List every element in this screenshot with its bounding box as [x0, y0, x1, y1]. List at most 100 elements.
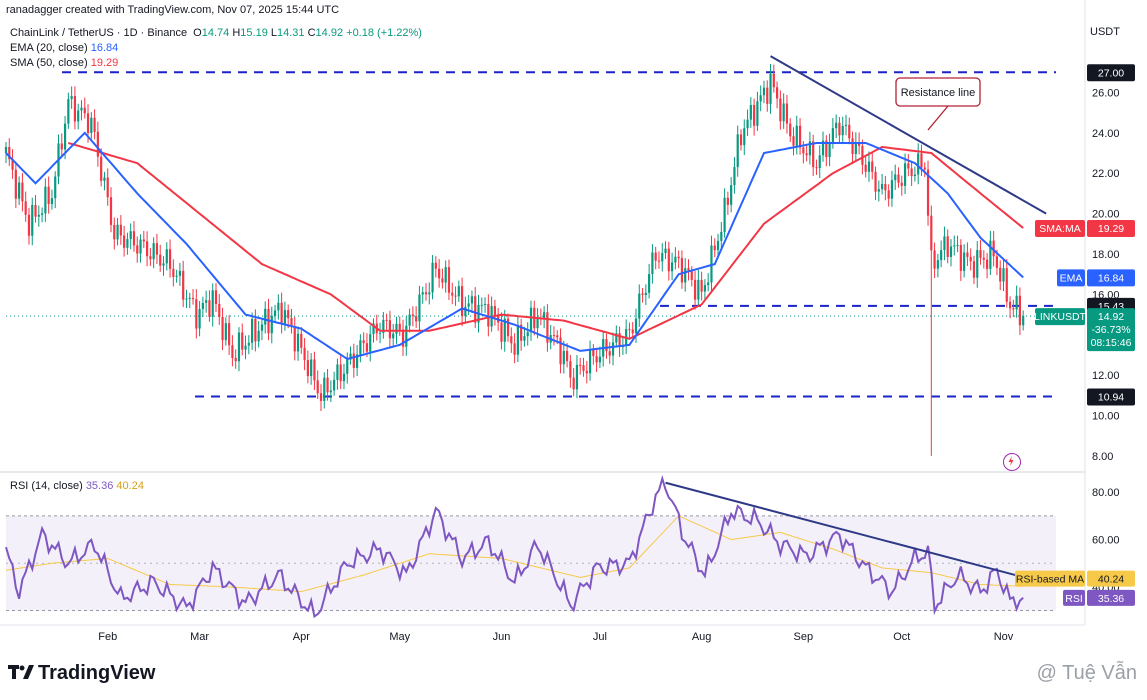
candle-body	[185, 298, 188, 300]
candle-body	[195, 299, 198, 329]
candle-body	[90, 117, 93, 134]
candle-body	[408, 314, 411, 326]
candle-body	[877, 189, 880, 192]
price-chart[interactable]: 8.0010.0012.0014.0016.0018.0020.0022.002…	[0, 0, 1147, 660]
candle-body	[493, 306, 497, 316]
candle-body	[716, 240, 720, 251]
candle-body	[480, 304, 483, 306]
resistance-annotation[interactable]: Resistance line	[895, 77, 981, 131]
rsi-badge[interactable]: 35.36 RSI	[1063, 589, 1135, 606]
candle-body	[969, 256, 972, 262]
candle-body	[431, 262, 434, 293]
ema-badge-tag-text: EMA	[1060, 272, 1083, 284]
candle-body	[795, 125, 798, 146]
candle-body	[385, 319, 388, 321]
candle-body	[848, 124, 851, 139]
rsi-ma-line	[5, 515, 1024, 593]
candle-body	[936, 260, 939, 269]
level-low-badge[interactable]: 10.94	[1087, 388, 1135, 406]
candle-body	[175, 275, 178, 277]
candle-body	[237, 332, 241, 362]
candle-body	[296, 333, 300, 352]
candle-body	[680, 258, 684, 283]
candle-body	[503, 318, 506, 342]
candle-body	[362, 340, 365, 344]
close-value: 14.92	[315, 27, 344, 39]
candle-body	[47, 186, 50, 205]
resistance-trendline[interactable]	[770, 55, 1047, 215]
rsi-badge-bg	[1087, 589, 1135, 606]
candle-body	[34, 204, 37, 217]
candle-body	[70, 96, 73, 100]
price-tick-label: 12.00	[1092, 370, 1120, 382]
candle-body	[208, 300, 211, 317]
month-tick-label: Apr	[293, 631, 310, 643]
candle-body	[444, 267, 447, 283]
candle-body	[182, 270, 185, 300]
rsi-ma-badge[interactable]: 40.24 RSI-based MA	[1015, 570, 1135, 587]
sma-badge[interactable]: 19.29 SMA:MA	[1035, 219, 1135, 237]
candle-body	[293, 326, 296, 352]
ema-20-line	[5, 131, 1024, 361]
candle-body	[21, 182, 24, 202]
candle-body	[726, 197, 729, 205]
candle-body	[529, 307, 533, 333]
candle-body	[277, 302, 280, 311]
candle-body	[887, 190, 890, 199]
candle-body	[270, 315, 273, 334]
candle-body	[746, 119, 749, 129]
candle-body	[634, 318, 638, 334]
candle-body	[989, 240, 992, 269]
candle-body	[926, 169, 930, 216]
candle-body	[611, 342, 615, 356]
candle-body	[67, 99, 70, 124]
candle-body	[661, 253, 664, 262]
candle-body	[395, 323, 398, 334]
sma-badge-tag-text: SMA:MA	[1039, 223, 1080, 235]
sma-badge-bg	[1087, 219, 1135, 237]
ema-legend-row[interactable]: EMA (20, close) 16.84	[10, 41, 422, 56]
candle-body	[565, 350, 569, 362]
candle-body	[201, 302, 204, 309]
month-tick-label: Nov	[994, 631, 1014, 643]
candle-body	[241, 332, 244, 350]
rsi-ma-badge-tag: RSI-based MA	[1016, 574, 1084, 586]
candle-body	[608, 351, 611, 356]
candle-body	[861, 145, 864, 165]
candle-body	[424, 292, 428, 295]
rsi-trendline[interactable]	[665, 481, 1034, 581]
candle-body	[231, 345, 234, 358]
candle-body	[113, 224, 116, 240]
candle-body	[785, 103, 789, 124]
candle-body	[132, 231, 136, 246]
sma-legend-row[interactable]: SMA (50, close) 19.29	[10, 56, 422, 71]
sma-legend-label: SMA (50, close)	[10, 57, 88, 69]
candle-body	[749, 104, 752, 120]
month-tick-label: Jul	[593, 631, 607, 643]
ema-badge[interactable]: 16.84 EMA	[1057, 269, 1135, 287]
candle-body	[552, 335, 556, 337]
candle-body	[205, 300, 208, 303]
tradingview-logo[interactable]: TradingView	[8, 662, 155, 685]
candle-body	[434, 262, 437, 269]
candle-body	[825, 140, 828, 158]
candle-body	[470, 296, 474, 304]
candle-body	[37, 214, 40, 217]
symbol-label[interactable]: ChainLink / TetherUS · 1D · Binance	[10, 27, 188, 39]
lightning-icon[interactable]	[1003, 453, 1021, 471]
candle-body	[641, 293, 644, 295]
candle-body	[273, 310, 277, 316]
candle-body	[772, 73, 775, 88]
candle-body	[234, 357, 237, 362]
rsi-ma-badge-value: 40.24	[1098, 574, 1124, 586]
candle-body	[713, 245, 716, 251]
candle-body	[769, 73, 772, 104]
price-badge[interactable]: 14.92-36.73%08:15:46 LINKUSDT	[1034, 308, 1135, 352]
candle-body	[287, 310, 290, 319]
candle-body	[31, 204, 34, 236]
creator-line: ranadagger created with TradingView.com,…	[6, 4, 340, 16]
rsi-legend[interactable]: RSI (14, close) 35.36 40.24	[10, 480, 144, 492]
candle-body	[145, 241, 149, 257]
level-high-badge[interactable]: 27.00	[1087, 64, 1135, 82]
price-badge-tag-text: LINKUSDT	[1034, 311, 1087, 323]
